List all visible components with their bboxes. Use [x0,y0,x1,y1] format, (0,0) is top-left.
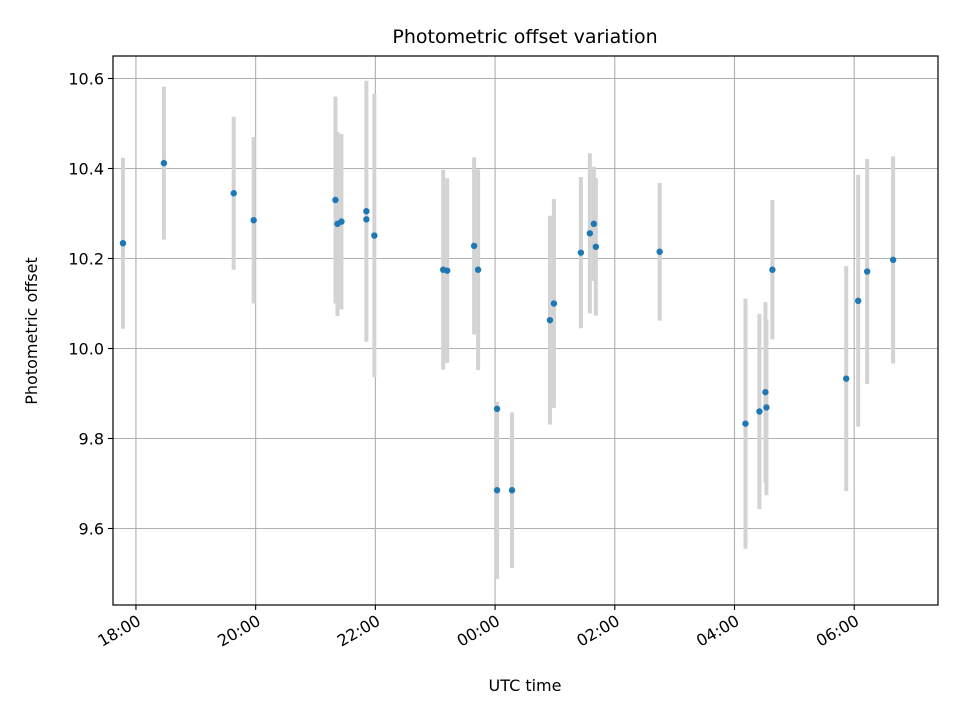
data-point [493,487,501,494]
data-point [843,375,850,382]
data-point [756,408,763,415]
data-point [769,266,776,273]
data-point [546,316,554,324]
data-point [592,243,600,250]
data-point [508,487,516,494]
y-axis-label: Photometric offset [22,257,41,405]
data-point [363,208,370,215]
data-point [590,220,598,228]
data-point [474,266,482,273]
data-point [338,218,345,225]
y-tick-label: 9.6 [79,520,104,539]
y-tick-label: 10.6 [68,70,104,89]
data-point [470,242,478,250]
data-point [863,268,871,275]
data-point [742,420,749,427]
data-point [371,232,378,239]
data-point [119,240,127,247]
data-point [230,190,237,197]
y-tick-label: 10.4 [68,160,104,179]
y-tick-label: 9.8 [79,430,104,449]
data-point [363,216,370,223]
data-point [656,248,663,255]
plot-frame [112,55,939,606]
data-points [119,159,897,494]
x-axis-label: UTC time [489,676,562,695]
data-point [577,249,585,256]
data-point [763,404,770,411]
data-point [762,388,769,396]
data-point [160,159,168,167]
y-tick-label: 10.0 [68,340,104,359]
data-point [889,256,897,264]
y-tick-label: 10.2 [68,250,104,269]
data-point [550,300,558,307]
data-point [443,267,451,274]
data-point [586,230,594,237]
data-point [493,405,501,412]
chart-title: Photometric offset variation [392,26,657,48]
data-point [332,196,339,204]
data-point [854,297,862,304]
data-point [250,217,257,224]
